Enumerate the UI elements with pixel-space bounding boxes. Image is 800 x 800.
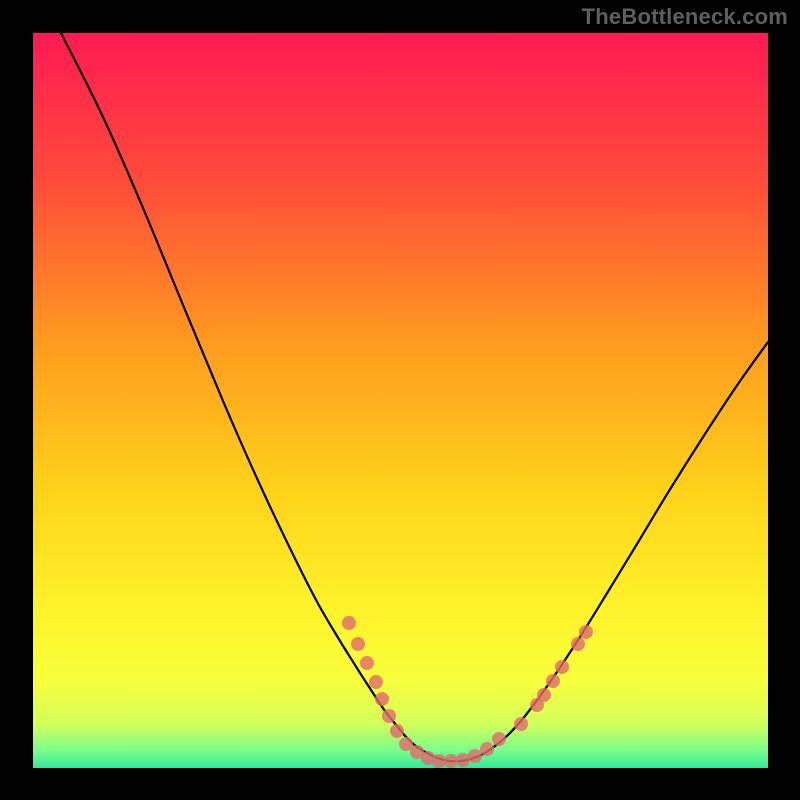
data-marker	[432, 754, 446, 768]
data-marker	[546, 674, 560, 688]
data-marker	[382, 709, 396, 723]
data-marker	[555, 660, 569, 674]
data-marker	[514, 717, 528, 731]
data-marker	[468, 749, 482, 763]
data-marker	[342, 616, 356, 630]
bottleneck-chart	[33, 33, 768, 768]
chart-frame	[33, 33, 768, 768]
watermark-text: TheBottleneck.com	[582, 4, 788, 30]
data-marker	[492, 732, 506, 746]
data-marker	[444, 754, 458, 768]
data-marker	[571, 637, 585, 651]
data-marker	[456, 753, 470, 767]
data-marker	[537, 688, 551, 702]
data-marker	[360, 656, 374, 670]
data-marker	[375, 692, 389, 706]
data-marker	[579, 625, 593, 639]
data-marker	[390, 724, 404, 738]
chart-background	[33, 33, 768, 768]
data-marker	[369, 675, 383, 689]
data-marker	[480, 742, 494, 756]
data-marker	[351, 637, 365, 651]
